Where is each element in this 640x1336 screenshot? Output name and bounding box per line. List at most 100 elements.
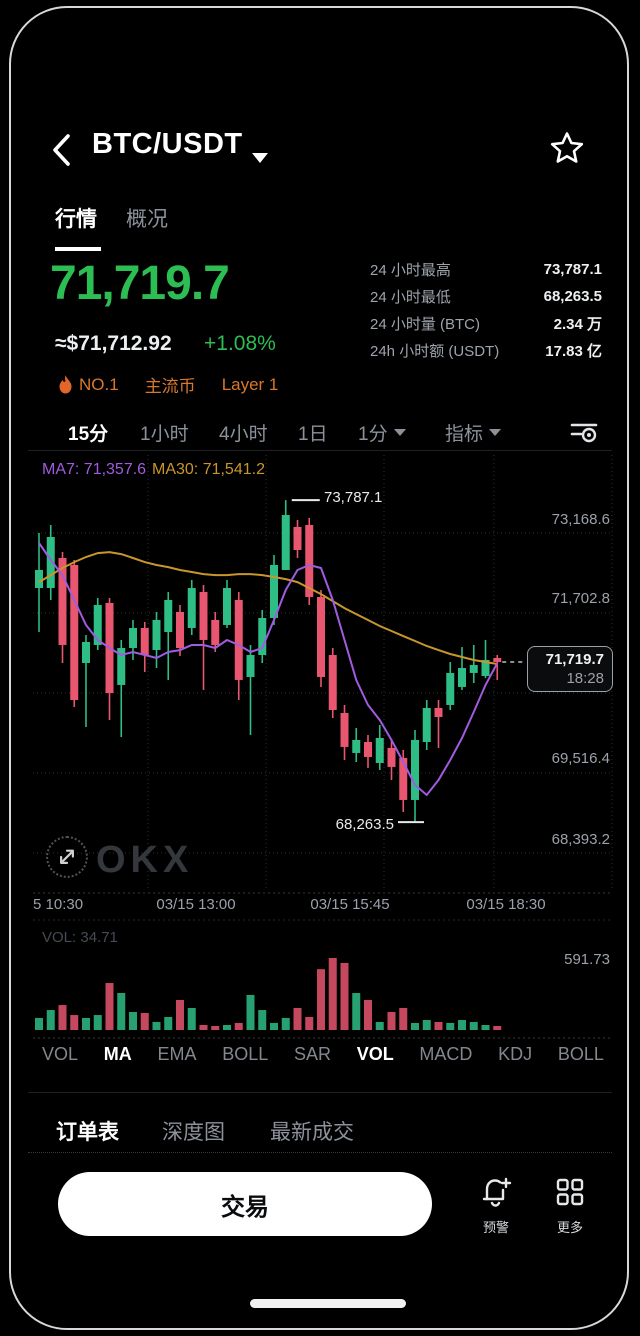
stat-label: 24 小时最低 (370, 289, 451, 306)
change-percent: +1.08% (204, 332, 276, 355)
last-price: 71,719.7 (50, 257, 230, 310)
chart-settings-icon[interactable] (570, 420, 598, 444)
volume-bar (270, 1022, 278, 1030)
more-action[interactable]: 更多 (540, 1176, 600, 1236)
timeframe-4h[interactable]: 4小时 (219, 424, 268, 445)
timeframe-1d[interactable]: 1日 (298, 424, 328, 445)
indicator-kdj[interactable]: KDJ (498, 1044, 533, 1064)
low-annotation: 68,263.5 (335, 816, 394, 833)
volume-bar (469, 1021, 478, 1030)
ma30-value-label: MA30: 71,541.2 (152, 461, 265, 478)
current-time: 18:28 (566, 670, 604, 687)
y-axis-label: 68,393.2 (551, 831, 610, 848)
indicator-ma[interactable]: MA (103, 1044, 132, 1064)
stat-value: 2.34 万 (553, 316, 602, 333)
candle-body (293, 526, 302, 550)
candle-body (82, 642, 90, 663)
back-button[interactable] (50, 133, 72, 167)
volume-bar (387, 1011, 396, 1030)
timeframe-15m[interactable]: 15分 (68, 424, 109, 445)
divider (28, 1092, 612, 1093)
pair-title[interactable]: BTC/USDT (92, 128, 243, 160)
flame-icon (59, 375, 72, 394)
indicator-boll[interactable]: BOLL (222, 1044, 269, 1064)
indicator-tab-row: VOL MA EMA BOLL SAR VOL MACD KDJ BOLL (42, 1044, 604, 1065)
stat-value: 73,787.1 (543, 261, 602, 278)
trade-button[interactable]: 交易 (58, 1172, 432, 1236)
candle-body (223, 588, 231, 625)
chevron-down-icon (393, 429, 406, 436)
candle-body (246, 655, 255, 677)
volume-bar (176, 999, 184, 1030)
x-axis-label: 03/15 13:00 (156, 896, 236, 913)
candle-body (422, 708, 431, 743)
candle-body (258, 617, 267, 656)
pair-dropdown-caret-icon[interactable] (252, 153, 268, 163)
volume-bar (211, 1025, 220, 1030)
indicator-sar[interactable]: SAR (293, 1044, 331, 1064)
timeframe-more[interactable]: 1分 (358, 419, 406, 446)
favorite-star-icon[interactable] (549, 130, 585, 166)
candle-body (317, 596, 325, 677)
high-annotation: 73,787.1 (324, 489, 383, 506)
tab-depth-chart[interactable]: 深度图 (162, 1121, 225, 1144)
tab-quotes[interactable]: 行情 (55, 208, 97, 231)
tab-underline (55, 247, 101, 251)
volume-bar (340, 962, 349, 1030)
volume-bar (305, 1016, 314, 1030)
volume-bar (493, 1025, 502, 1030)
y-axis-label: 73,168.6 (551, 511, 610, 528)
tab-overview[interactable]: 概况 (126, 208, 168, 231)
more-label: 更多 (556, 1220, 583, 1235)
indicator-vol-main[interactable]: VOL (42, 1044, 79, 1064)
indicator-ema[interactable]: EMA (157, 1044, 197, 1064)
indicator-macd[interactable]: MACD (419, 1044, 473, 1064)
volume-bar (164, 1016, 173, 1030)
indicator-boll2[interactable]: BOLL (557, 1044, 604, 1064)
volume-bar (234, 1022, 243, 1030)
indicator-vol-sub[interactable]: VOL (356, 1044, 394, 1064)
volume-bar (82, 1017, 90, 1030)
candle-body (199, 591, 208, 640)
timeframe-1h[interactable]: 1小时 (140, 424, 189, 445)
stat-value: 17.83 亿 (545, 343, 602, 360)
stat-row: 24 小时最低 68,263.5 (370, 283, 602, 310)
badge-row: NO.1 主流币 Layer 1 (58, 372, 278, 397)
candle-body (46, 536, 55, 589)
x-axis-label: 5 10:30 (33, 896, 84, 913)
volume-bar (399, 1007, 408, 1030)
volume-bar (152, 1021, 161, 1030)
fullscreen-expand-icon[interactable] (46, 836, 88, 878)
tag-mainstream[interactable]: 主流币 (144, 377, 196, 396)
tab-order-book[interactable]: 订单表 (56, 1121, 119, 1144)
volume-bar (35, 1017, 43, 1030)
alert-action[interactable]: 预警 (466, 1176, 526, 1236)
volume-bar (140, 1012, 149, 1030)
volume-value-label: VOL: 34.71 (42, 929, 118, 946)
volume-bar (258, 1010, 267, 1030)
y-axis-label: 69,516.4 (551, 750, 610, 767)
candle-body (281, 515, 290, 570)
candle-body (140, 628, 149, 656)
stat-row: 24 小时最高 73,787.1 (370, 256, 602, 283)
candle-body (187, 588, 196, 629)
indicator-menu-label: 指标 (445, 424, 484, 445)
candle-body (305, 524, 314, 597)
x-axis-label: 03/15 15:45 (310, 896, 390, 913)
volume-bar (70, 1015, 79, 1030)
candle-body (493, 657, 502, 663)
tab-latest-trades[interactable]: 最新成交 (270, 1121, 354, 1144)
stat-label: 24 小时量 (BTC) (370, 316, 481, 333)
indicator-menu[interactable]: 指标 (445, 419, 502, 446)
volume-bar (364, 999, 372, 1030)
volume-bar (187, 1007, 196, 1030)
volume-bar (93, 1015, 102, 1030)
candle-body (270, 564, 278, 618)
candle-body (446, 672, 455, 705)
tag-layer1[interactable]: Layer 1 (221, 374, 279, 394)
timeframe-more-label: 1分 (358, 424, 388, 445)
rank-badge[interactable]: NO.1 (58, 375, 119, 395)
volume-bar (58, 1005, 67, 1030)
fiat-price: ≈$71,712.92 (55, 332, 172, 355)
